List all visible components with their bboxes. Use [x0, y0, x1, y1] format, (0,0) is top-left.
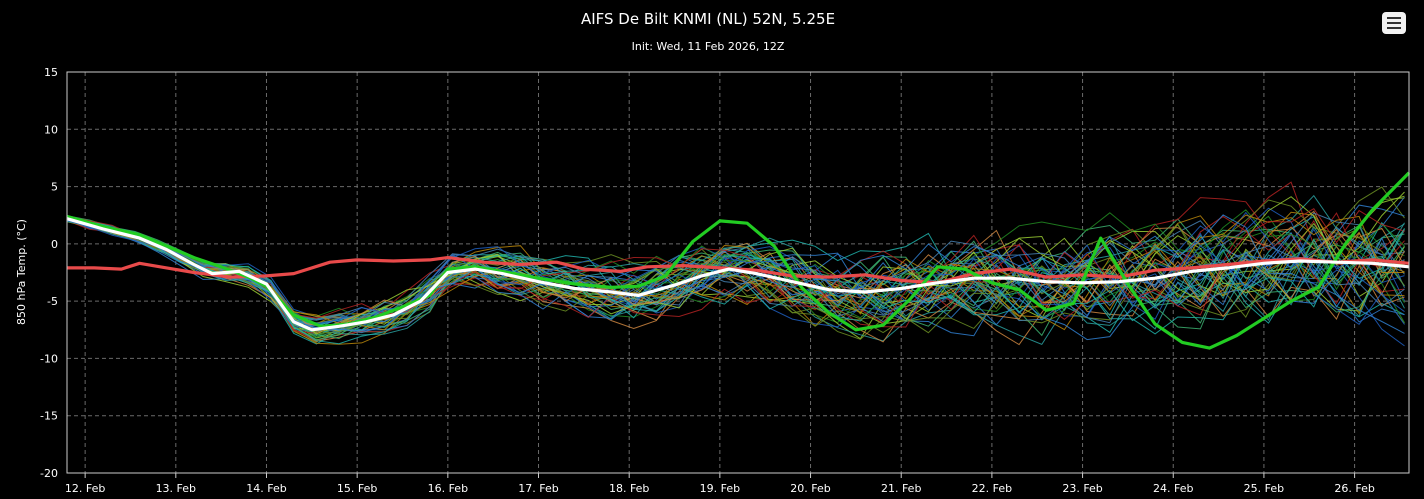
- grid-lines: [67, 72, 1409, 473]
- y-tick-label: 5: [51, 181, 58, 194]
- y-tick-label: 0: [51, 238, 58, 251]
- x-tick-label: 25. Feb: [1244, 482, 1284, 495]
- x-tick-label: 23. Feb: [1062, 482, 1102, 495]
- x-tick-label: 18. Feb: [609, 482, 649, 495]
- chart-title: AIFS De Bilt KNMI (NL) 52N, 5.25E: [581, 10, 835, 28]
- x-tick-label: 12. Feb: [65, 482, 105, 495]
- x-tick-label: 21. Feb: [881, 482, 921, 495]
- y-tick-label: -20: [40, 467, 58, 480]
- x-tick-label: 15. Feb: [337, 482, 377, 495]
- x-tick-label: 14. Feb: [246, 482, 286, 495]
- y-tick-label: 10: [44, 123, 58, 136]
- y-axis-label: 850 hPa Temp. (°C): [15, 219, 28, 325]
- ensemble-member-line: [66, 215, 1405, 334]
- x-tick-label: 22. Feb: [972, 482, 1012, 495]
- y-tick-label: 15: [44, 66, 58, 79]
- y-axis-ticks: 15 10 5 0 -5 -10 -15 -20: [40, 66, 58, 480]
- x-tick-label: 19. Feb: [700, 482, 740, 495]
- y-tick-label: -15: [40, 410, 58, 423]
- chart-menu-button[interactable]: [1382, 12, 1406, 34]
- chart-subtitle: Init: Wed, 11 Feb 2026, 12Z: [632, 40, 785, 53]
- highlight-series-line: [67, 256, 1410, 285]
- x-tick-label: 24. Feb: [1153, 482, 1193, 495]
- x-tick-label: 16. Feb: [428, 482, 468, 495]
- x-tick-label: 17. Feb: [518, 482, 558, 495]
- highlight-series-line: [66, 217, 1410, 332]
- x-tick-label: 20. Feb: [790, 482, 830, 495]
- hamburger-menu-icon: [1387, 17, 1401, 19]
- hamburger-menu-icon-bar: [1387, 27, 1401, 29]
- ensemble-member-line: [66, 216, 1405, 345]
- x-tick-label: 13. Feb: [156, 482, 196, 495]
- y-tick-label: -5: [47, 295, 58, 308]
- highlight-lines: [66, 171, 1411, 350]
- x-tick-label: 26. Feb: [1334, 482, 1374, 495]
- ensemble-member-line: [66, 221, 1405, 341]
- hamburger-menu-icon-bar: [1387, 22, 1401, 24]
- highlight-series-line: [66, 171, 1411, 350]
- y-tick-label: -10: [40, 352, 58, 365]
- x-axis-ticks: 12. Feb 13. Feb 14. Feb 15. Feb 16. Feb 17. F…: [65, 473, 1375, 495]
- plot-frame: [66, 71, 1410, 474]
